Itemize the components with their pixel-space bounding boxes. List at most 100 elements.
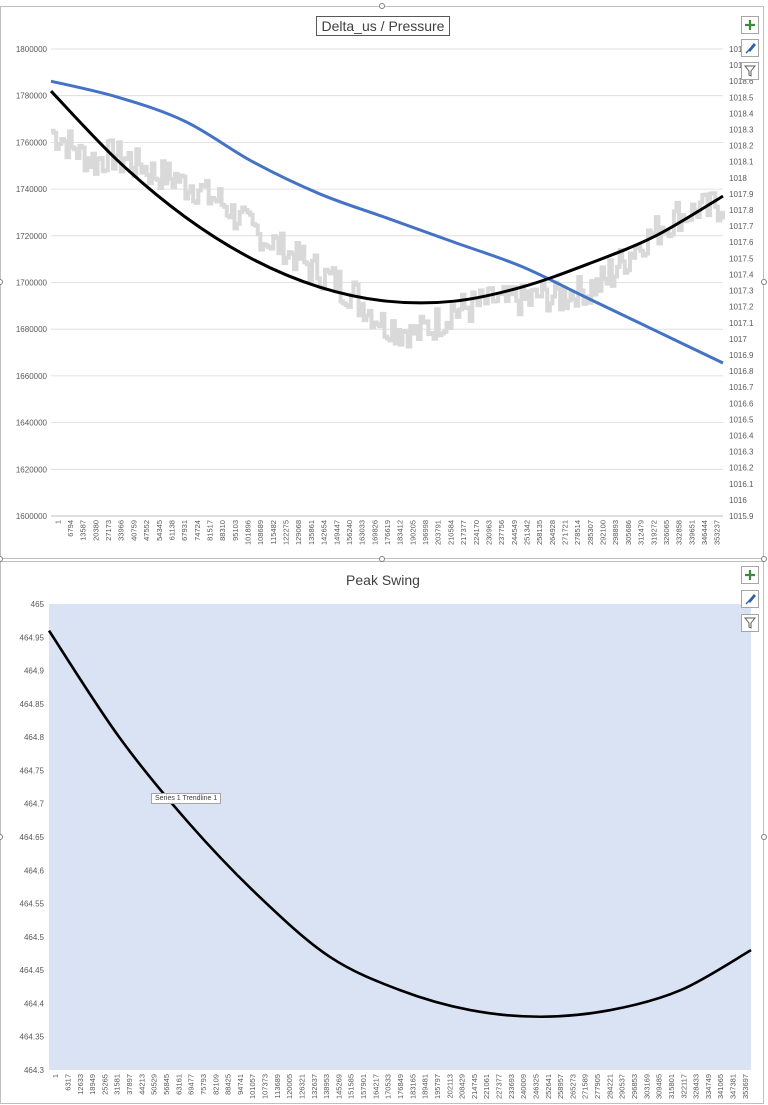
chart-title[interactable]: Peak Swing: [346, 572, 420, 588]
add-chart-element-button[interactable]: [741, 566, 759, 584]
x-tick-label: 27173: [104, 520, 113, 541]
x-tick-label: 296853: [630, 1074, 639, 1099]
chart-filters-button[interactable]: [741, 62, 759, 80]
x-tick-label: 298893: [611, 520, 620, 545]
y-tick-label-right: 1017.4: [729, 270, 754, 279]
y-tick-label-right: 1016.4: [729, 431, 754, 440]
x-tick-label: 149447: [332, 520, 341, 545]
y-tick-label: 464.3: [24, 1066, 45, 1075]
resize-handle[interactable]: [761, 556, 767, 562]
x-tick-label: 189481: [421, 1074, 430, 1099]
x-tick-label: 163033: [358, 520, 367, 545]
x-tick-label: 56845: [162, 1074, 171, 1095]
resize-handle[interactable]: [379, 3, 385, 9]
y-tick-label-right: 1017.2: [729, 303, 754, 312]
add-chart-element-button[interactable]: [741, 16, 759, 34]
chart-styles-button[interactable]: [741, 590, 759, 608]
y-tick-label: 465: [31, 600, 45, 609]
x-tick-label: 312479: [637, 520, 646, 545]
x-tick-label: 88310: [218, 520, 227, 541]
y-tick-label: 464.9: [24, 667, 45, 676]
x-tick-label: 164217: [371, 1074, 380, 1099]
x-tick-label: 326065: [662, 520, 671, 545]
x-tick-label: 183412: [396, 520, 405, 545]
x-tick-label: 88425: [224, 1074, 233, 1095]
x-tick-label: 13587: [79, 520, 88, 541]
x-tick-label: 75793: [199, 1074, 208, 1095]
y-tick-label-left: 1600000: [16, 512, 48, 521]
x-tick-label: 290537: [618, 1074, 627, 1099]
x-tick-label: 47552: [142, 520, 151, 541]
x-tick-label: 6794: [66, 520, 75, 537]
x-tick-label: 334749: [704, 1074, 713, 1099]
x-tick-label: 44213: [137, 1074, 146, 1095]
chart-filters-button[interactable]: [741, 614, 759, 632]
x-tick-label: 221061: [482, 1074, 491, 1099]
filter-icon: [744, 617, 756, 629]
x-tick-label: 157901: [359, 1074, 368, 1099]
series-delta-us: [51, 128, 725, 349]
x-tick-label: 258957: [556, 1074, 565, 1099]
y-tick-label-right: 1017.8: [729, 206, 754, 215]
x-tick-label: 54345: [155, 520, 164, 541]
y-tick-label: 464.6: [24, 866, 45, 875]
chart-1-canvas: 1800000 1780000 1760000 1740000 1720000 17000…: [16, 45, 754, 545]
x-tick-label: 258135: [535, 520, 544, 545]
x-tick-label: 347381: [729, 1074, 738, 1099]
x-tick-label: 244549: [510, 520, 519, 545]
chart-styles-button[interactable]: [741, 39, 759, 57]
y-tick-label-left: 1720000: [16, 232, 48, 241]
resize-handle[interactable]: [0, 279, 3, 285]
x-tick-label: 278514: [573, 520, 582, 545]
y-tick-label-right: 1016.5: [729, 415, 754, 424]
chart-delta-pressure[interactable]: Delta_us / Pressure 1800000 1780000 176000…: [0, 6, 764, 559]
y-tick-label-right: 1016.7: [729, 383, 754, 392]
series-pressure: [50, 79, 724, 365]
resize-handle[interactable]: [379, 556, 385, 562]
resize-handle[interactable]: [0, 834, 3, 840]
y-tick-label-right: 1016.3: [729, 448, 754, 457]
y-tick-label-right: 1016: [729, 496, 747, 505]
resize-handle[interactable]: [761, 279, 767, 285]
x-tick-label: 190205: [408, 520, 417, 545]
y-tick-label-right: 1017.3: [729, 287, 754, 296]
chart-title[interactable]: Delta_us / Pressure: [315, 16, 451, 36]
x-tick-label: 61138: [167, 520, 176, 540]
x-tick-label: 264928: [548, 520, 557, 545]
y-tick-label-right: 1018.4: [729, 109, 754, 118]
y-tick-label-right: 1017.5: [729, 254, 754, 263]
y-tick-label-left: 1760000: [16, 138, 48, 147]
y-tick-label-right: 1016.8: [729, 367, 754, 376]
resize-handle[interactable]: [0, 556, 3, 562]
x-tick-label: 129068: [294, 520, 303, 545]
x-tick-label: 145269: [334, 1074, 343, 1099]
x-tick-label: 233693: [507, 1074, 516, 1099]
y-tick-label-right: 1017.7: [729, 222, 754, 231]
x-tick-label: 31581: [113, 1074, 122, 1095]
plus-icon: [745, 20, 755, 30]
y-tick-label-right: 1018.2: [729, 142, 754, 151]
y-tick-label: 464.85: [20, 700, 45, 709]
x-tick-label: 210584: [446, 520, 455, 545]
y-tick-label-right: 1016.6: [729, 399, 754, 408]
x-tick-label: 25265: [100, 1074, 109, 1095]
chart-peak-swing[interactable]: Peak Swing 465 464.95 464.9 464.85 464.8 464.…: [0, 561, 764, 1104]
x-tick-label: 322117: [679, 1074, 688, 1098]
y-tick-label-left: 1800000: [16, 45, 48, 54]
x-tick-label: 195797: [433, 1074, 442, 1099]
x-tick-label: 208429: [458, 1074, 467, 1099]
x-tick-label: 132637: [310, 1074, 319, 1099]
x-tick-label: 339651: [687, 520, 696, 545]
x-tick-label: 122275: [282, 520, 291, 545]
resize-handle[interactable]: [761, 834, 767, 840]
trendline-label[interactable]: Series 1 Trendline 1: [151, 793, 222, 804]
x-tick-label: 37897: [125, 1074, 134, 1095]
x-tick-label: 285307: [586, 520, 595, 545]
x-tick-label: 138953: [322, 1074, 331, 1099]
x-tick-label: 176619: [383, 520, 392, 545]
y-tick-label-right: 1018.5: [729, 93, 754, 102]
y-tick-label-right: 1016.2: [729, 464, 754, 473]
y-tick-label: 464.35: [20, 1033, 45, 1042]
x-tick-label: 319272: [649, 520, 658, 545]
x-tick-label: 202113: [445, 1074, 454, 1098]
